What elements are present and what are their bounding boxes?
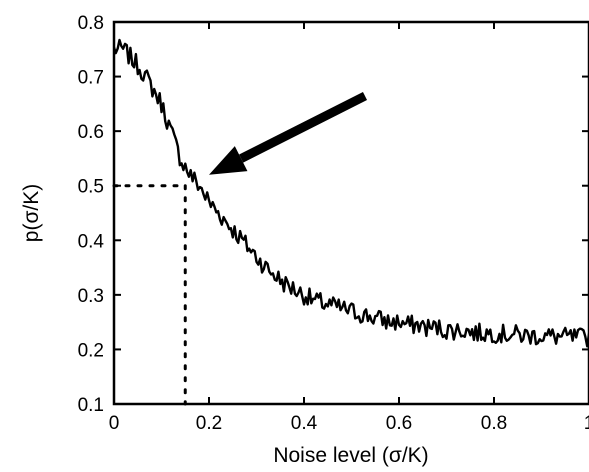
y-tick-label: 0.1: [78, 395, 104, 416]
y-axis-title: p(σ/K): [20, 184, 43, 242]
y-tick-label: 0.6: [78, 122, 104, 143]
x-tick-label: 0: [109, 413, 120, 434]
annotations: [209, 91, 368, 175]
x-tick-label: 0.8: [481, 413, 507, 434]
x-tick-label: 1: [584, 413, 589, 434]
series-layer: [114, 38, 589, 348]
y-tick-label: 0.3: [78, 286, 104, 307]
y-tick-label: 0.5: [78, 177, 104, 198]
reference-lines: [112, 184, 187, 406]
annotation-arrow-shaft: [239, 91, 368, 163]
x-tick-label: 0.4: [291, 413, 318, 434]
y-tick-label: 0.7: [78, 68, 104, 89]
y-tick-label: 0.8: [78, 13, 104, 34]
annotation-arrow-head: [209, 146, 248, 175]
x-tick-label: 0.6: [386, 413, 412, 434]
tick-labels: 0 0.2 0.4 0.6 0.8 1 0.1 0.2 0.3 0.4 0.5 0.6 0.7 0.8: [78, 13, 589, 434]
plot-frame: [112, 20, 589, 406]
x-axis-title: Noise level (σ/K): [273, 444, 428, 467]
x-tick-label: 0.2: [196, 413, 222, 434]
y-tick-label: 0.4: [78, 231, 105, 252]
y-tick-label: 0.2: [78, 340, 104, 361]
series-line: [114, 38, 589, 348]
